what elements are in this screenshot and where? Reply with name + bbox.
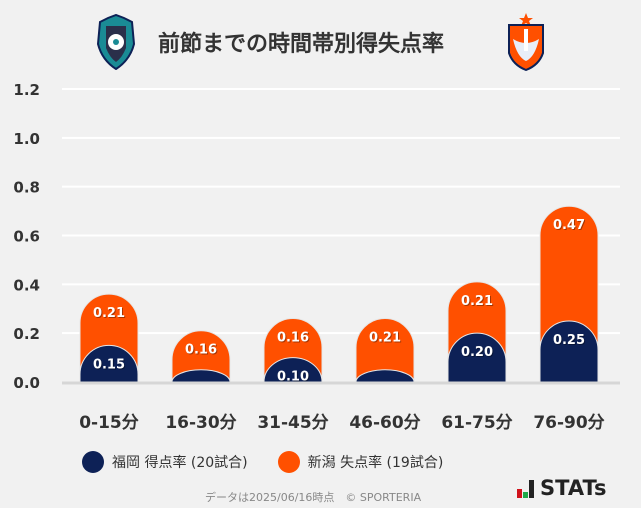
- legend-swatch-niigata: [277, 451, 300, 473]
- x-tick-label: 31-45分: [257, 413, 328, 433]
- bar-niigata-conceded: [171, 330, 231, 383]
- data-label: 0.15: [93, 357, 125, 372]
- data-label: 0.16: [277, 331, 309, 346]
- legend-swatch-fukuoka: [82, 451, 104, 473]
- x-tick-label: 16-30分: [165, 413, 236, 433]
- data-label: 0.21: [369, 331, 401, 346]
- y-tick-label: 0.8: [13, 179, 40, 197]
- data-label-shadow: 0.25: [554, 334, 586, 349]
- data-label: 0.21: [93, 306, 125, 321]
- x-tick-label: 46-60分: [349, 413, 420, 433]
- bar-fukuoka-scored: [171, 369, 231, 383]
- data-label-shadow: 0.21: [462, 295, 494, 310]
- data-label: 0.21: [461, 294, 493, 309]
- y-tick-label: 0.0: [13, 374, 40, 392]
- away-team-logo: [508, 13, 544, 71]
- data-label-shadow: 0.15: [94, 358, 126, 373]
- x-tick-label: 61-75分: [441, 413, 512, 433]
- y-tick-label: 0.6: [13, 228, 40, 246]
- data-label-shadow: 0.47: [554, 219, 586, 234]
- legend: 福岡 得点率 (20試合) 新潟 失点率 (19試合): [82, 451, 443, 473]
- x-tick-label: 76-90分: [533, 413, 604, 433]
- stats-bar-icon: [529, 480, 534, 498]
- bar-fukuoka-scored: [447, 332, 507, 383]
- stats-bar-icon: [523, 492, 528, 498]
- bar-niigata-conceded: [355, 318, 415, 383]
- bar-fukuoka-scored: [263, 357, 323, 383]
- legend-label-niigata: 新潟 失点率 (19試合): [307, 455, 444, 471]
- bar-fukuoka-scored: [79, 344, 139, 383]
- bar-fukuoka-scored: [355, 369, 415, 383]
- stats-bar-icon: [517, 489, 522, 498]
- y-tick-label: 0.4: [13, 276, 40, 294]
- data-label: 0.10: [277, 370, 309, 385]
- y-tick-label: 0.2: [13, 325, 40, 343]
- data-label: 0.20: [461, 345, 493, 360]
- bar-chart: 0.00.20.40.60.81.01.20.210.210.150.150-1…: [13, 81, 620, 433]
- home-team-logo: [96, 14, 136, 70]
- stats-brand: STATs: [540, 476, 607, 500]
- data-label-shadow: 0.16: [186, 344, 218, 359]
- data-label-shadow: 0.16: [278, 332, 310, 347]
- y-tick-label: 1.2: [13, 81, 40, 99]
- y-tick-label: 1.0: [13, 130, 40, 148]
- footer-note: データは2025/06/16時点 © SPORTERIA: [205, 491, 422, 504]
- stats-logo: STATs: [517, 476, 607, 500]
- data-label-shadow: 0.20: [462, 346, 494, 361]
- data-label: 0.16: [185, 343, 217, 358]
- chart-title: 前節までの時間帯別得失点率: [158, 32, 445, 57]
- data-label-shadow: 0.21: [370, 332, 402, 347]
- legend-label-fukuoka: 福岡 得点率 (20試合): [112, 455, 248, 471]
- bar-fukuoka-scored: [539, 320, 599, 383]
- data-label: 0.25: [553, 333, 585, 348]
- x-tick-label: 0-15分: [79, 413, 139, 433]
- data-label-shadow: 0.21: [94, 307, 126, 322]
- data-label: 0.47: [553, 218, 585, 233]
